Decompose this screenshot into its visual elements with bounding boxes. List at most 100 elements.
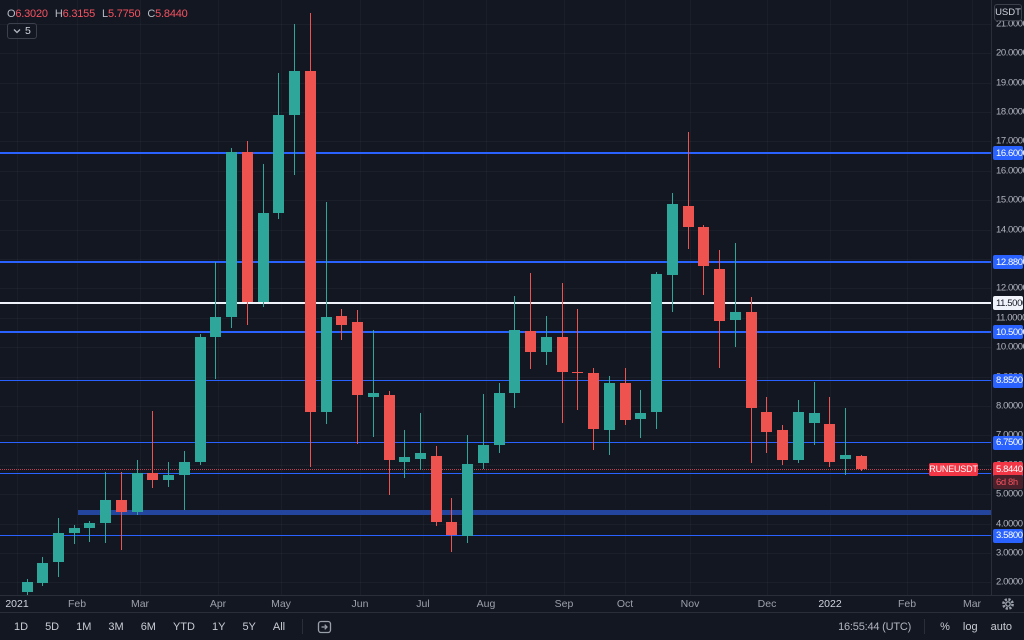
- range-buttons: 1D 5D 1M 3M 6M YTD 1Y 5Y All: [10, 618, 289, 636]
- horizontal-gridline: [0, 377, 991, 378]
- vertical-gridline: [830, 0, 831, 595]
- horizontal-gridline: [0, 112, 991, 113]
- candle-body: [556, 336, 568, 372]
- vertical-gridline: [690, 0, 691, 595]
- support-band-line[interactable]: [78, 510, 991, 516]
- candle-body: [761, 411, 773, 432]
- range-button-1d[interactable]: 1D: [14, 620, 29, 633]
- price-axis[interactable]: USDT 16.6000 12.8800 11.5000 10.5000 8.8500 6…: [991, 0, 1024, 595]
- candle-wick: [325, 201, 327, 424]
- candle-body: [415, 453, 426, 459]
- vertical-gridline: [972, 0, 973, 595]
- candle-wick: [372, 330, 374, 437]
- candle-body: [714, 268, 726, 321]
- range-button-3m[interactable]: 3M: [108, 620, 124, 633]
- candle-body: [745, 311, 757, 409]
- horizontal-gridline: [0, 524, 991, 525]
- price-tick-label: 10.0000: [996, 341, 1024, 353]
- range-button-all[interactable]: All: [272, 620, 286, 633]
- candle-wick: [183, 450, 185, 510]
- candle-wick: [404, 430, 406, 479]
- price-level-line[interactable]: [0, 379, 991, 382]
- candle-wick: [482, 394, 484, 470]
- interval-value: 5: [25, 25, 31, 37]
- candle-body: [666, 204, 678, 276]
- candle-body: [273, 115, 285, 214]
- candle-wick: [152, 410, 154, 489]
- horizontal-gridline: [0, 141, 991, 142]
- candle-body: [777, 430, 789, 460]
- horizontal-gridline: [0, 83, 991, 84]
- candle-body: [572, 371, 584, 374]
- range-button-5d[interactable]: 5D: [45, 620, 60, 633]
- horizontal-gridline: [0, 494, 991, 495]
- time-axis[interactable]: 2021 Feb Mar Apr May Jun Jul Aug Sep Oct Nov Dec 202…: [0, 595, 1024, 612]
- time-axis-month-label: Jun: [351, 598, 369, 610]
- range-button-ytd[interactable]: YTD: [172, 620, 195, 633]
- candle-body: [509, 330, 521, 394]
- candle-body: [21, 581, 33, 592]
- candle-body: [824, 424, 836, 462]
- candle-body: [493, 393, 505, 445]
- price-level-line[interactable]: [0, 331, 991, 333]
- horizontal-gridline: [0, 200, 991, 201]
- range-button-6m[interactable]: 6M: [140, 620, 156, 633]
- candle-body: [729, 311, 741, 321]
- candle-body: [84, 523, 96, 529]
- candle-body: [52, 533, 64, 562]
- price-level-line[interactable]: [0, 261, 991, 263]
- time-axis-month-label: Oct: [616, 598, 634, 610]
- log-scale-button[interactable]: log: [962, 620, 978, 633]
- vertical-gridline: [77, 0, 78, 595]
- candle-body: [477, 445, 489, 464]
- auto-scale-button[interactable]: auto: [990, 620, 1012, 633]
- horizontal-gridline: [0, 53, 991, 54]
- candle-wick: [89, 520, 91, 542]
- candle-wick: [734, 243, 736, 348]
- price-level-line[interactable]: [0, 472, 991, 475]
- price-level-line[interactable]: [0, 152, 991, 154]
- price-level-label: 3.5800: [993, 528, 1023, 543]
- horizontal-gridline: [0, 24, 991, 25]
- price-level-line[interactable]: [0, 302, 991, 304]
- price-tick-label: 11.0000: [996, 312, 1024, 324]
- legend-low-key: L: [102, 8, 108, 20]
- price-level-line[interactable]: [0, 534, 991, 537]
- range-button-1y[interactable]: 1Y: [211, 620, 226, 633]
- candle-body: [619, 383, 631, 420]
- candle-body: [352, 321, 364, 396]
- legend-collapse-selector[interactable]: 5: [7, 23, 37, 39]
- range-button-5y[interactable]: 5Y: [242, 620, 256, 633]
- vertical-gridline: [423, 0, 424, 595]
- price-tick-label: 8.0000: [996, 400, 1023, 412]
- candle-wick: [168, 461, 170, 487]
- range-button-1m[interactable]: 1M: [76, 620, 92, 633]
- horizontal-gridline: [0, 553, 991, 554]
- vertical-gridline: [218, 0, 219, 595]
- price-tick-label: 19.0000: [996, 77, 1024, 88]
- legend-low-value: 5.7750: [107, 8, 141, 20]
- toolbar-separator: [924, 619, 926, 634]
- horizontal-gridline: [0, 171, 991, 172]
- clock-utc[interactable]: 16:55:44 (UTC): [838, 620, 912, 633]
- percent-scale-button[interactable]: %: [940, 620, 950, 633]
- go-to-date-icon[interactable]: [316, 619, 333, 635]
- horizontal-gridline: [0, 318, 991, 319]
- chart-canvas[interactable]: RUNEUSDT: [0, 0, 991, 595]
- candle-body: [210, 316, 222, 337]
- horizontal-gridline: [0, 347, 991, 348]
- price-tick-label: 17.0000: [996, 135, 1024, 147]
- candle-body: [588, 372, 600, 429]
- time-axis-year-label: 2021: [5, 598, 29, 610]
- currency-unit-button[interactable]: USDT: [994, 4, 1022, 21]
- gear-icon[interactable]: [1001, 597, 1015, 611]
- price-tick-label: 21.0000: [996, 18, 1024, 30]
- candle-body: [855, 455, 867, 470]
- candle-wick: [420, 413, 421, 470]
- candle-body: [446, 521, 458, 535]
- candle-body: [399, 456, 411, 462]
- legend-open-value: 6.3020: [15, 8, 48, 20]
- price-tick-label: 5.0000: [996, 488, 1023, 500]
- price-level-label: 10.5000: [993, 325, 1024, 340]
